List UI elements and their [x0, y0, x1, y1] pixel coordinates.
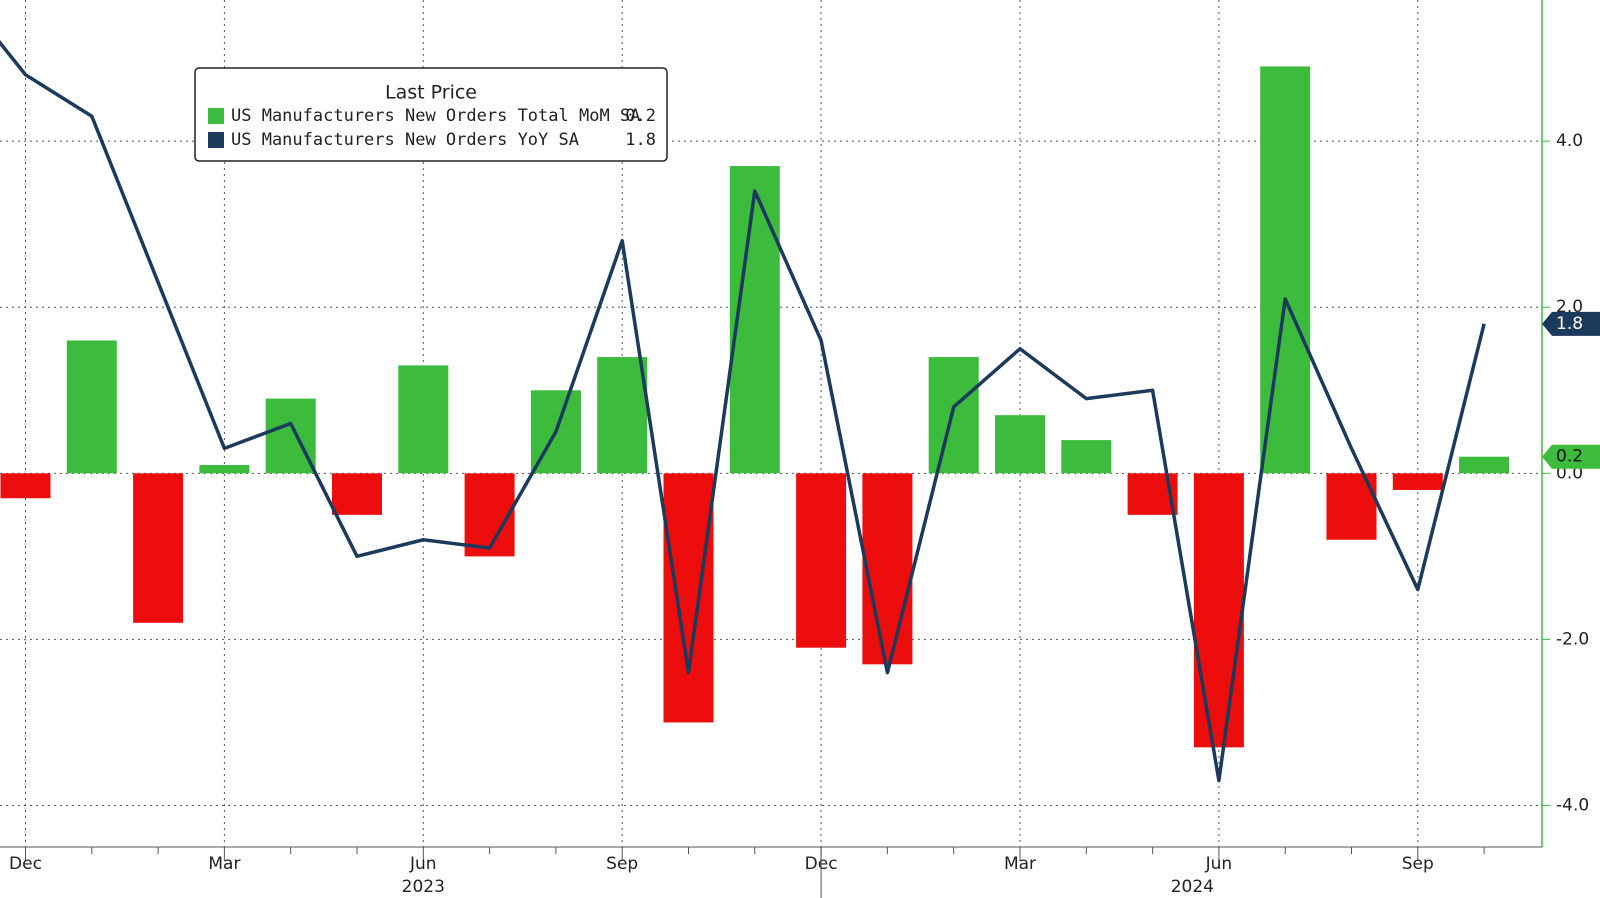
bar [0, 473, 51, 499]
x-tick-label: Sep [606, 854, 638, 874]
x-tick-label: Dec [9, 854, 42, 874]
legend-label: US Manufacturers New Orders Total MoM SA [231, 106, 640, 126]
bar [663, 473, 714, 723]
bar [597, 357, 648, 474]
bar [464, 473, 515, 557]
legend-swatch [208, 132, 224, 148]
bar [1260, 66, 1311, 474]
bar [332, 473, 382, 515]
x-tick-label: Mar [1004, 854, 1036, 874]
last-badge [1542, 444, 1600, 469]
last-badge-label: 1.8 [1556, 314, 1583, 334]
y-tick-label: 4.0 [1556, 131, 1583, 151]
line [0, 39, 1486, 783]
year-label: 2023 [402, 877, 445, 897]
bar [862, 473, 913, 665]
bar [1193, 473, 1244, 748]
last-badge-label: 0.2 [1556, 447, 1583, 467]
x-tick-label: Mar [208, 854, 240, 874]
plot [0, 39, 1510, 783]
year-label: 2024 [1171, 877, 1214, 897]
y-tick-label: -4.0 [1556, 795, 1589, 815]
legend-box [194, 67, 668, 162]
legend-value: 1.8 [625, 130, 656, 150]
bar [398, 365, 449, 474]
bar [1392, 473, 1443, 490]
legend-label: US Manufacturers New Orders YoY SA [231, 130, 579, 150]
bar [1061, 440, 1112, 474]
x-tick-label: Jun [409, 854, 437, 874]
bar [928, 357, 979, 474]
bar [66, 340, 117, 474]
last-badge [1542, 311, 1600, 336]
legend-title: Last Price [385, 82, 477, 104]
bar [796, 473, 847, 648]
x-tick-label: Sep [1402, 854, 1434, 874]
bar [133, 473, 184, 623]
bar [1459, 456, 1510, 474]
bar [199, 465, 250, 474]
bar [265, 398, 316, 474]
x-tick-label: Jun [1205, 854, 1233, 874]
bar [995, 415, 1045, 474]
y-tick-label: -2.0 [1556, 629, 1589, 649]
legend-value: 0.2 [625, 106, 656, 126]
legend-swatch [208, 108, 224, 124]
